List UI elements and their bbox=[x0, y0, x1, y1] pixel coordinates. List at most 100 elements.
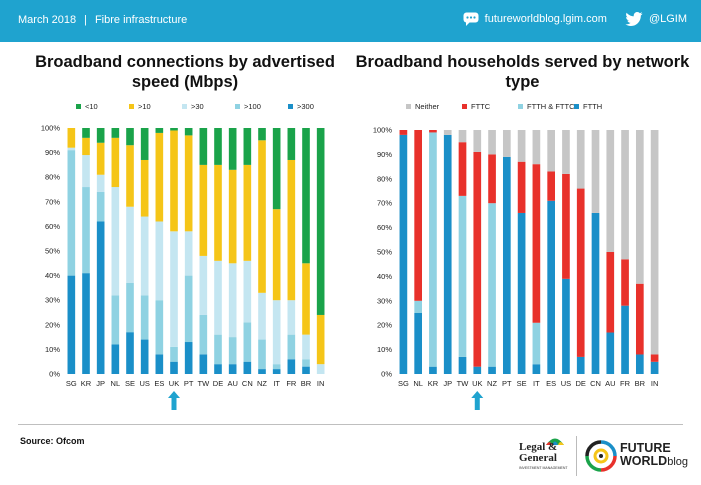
future-world-logo-icon bbox=[585, 440, 617, 472]
x-tick-label: PT bbox=[184, 379, 194, 388]
bar-au-over-30 bbox=[228, 263, 237, 338]
y-tick-label: 40% bbox=[45, 271, 60, 280]
bar-us-over-300 bbox=[140, 339, 149, 374]
bar-cn-ftth bbox=[591, 212, 600, 374]
bar-de-neither bbox=[576, 130, 585, 189]
legend-swatch-over-30 bbox=[182, 104, 187, 109]
bar-uk-over-100 bbox=[170, 346, 178, 362]
bar-de-over-100 bbox=[214, 334, 222, 365]
bar-pt-neither bbox=[502, 130, 511, 157]
bar-kr-fttc bbox=[429, 130, 437, 133]
twitter-handle[interactable]: @LGIM bbox=[648, 13, 687, 25]
y-tick-label: 20% bbox=[45, 320, 60, 329]
y-tick-label: 50% bbox=[377, 248, 392, 257]
x-tick-label: TW bbox=[457, 379, 470, 388]
bar-br-neither bbox=[635, 130, 644, 284]
bar-us-neither bbox=[562, 130, 570, 174]
left-chart-title: Broadband connections by advertised spee… bbox=[35, 53, 335, 91]
bars bbox=[67, 128, 325, 374]
bar-se-under-10 bbox=[126, 128, 134, 146]
highlight-arrow-icon bbox=[471, 391, 484, 410]
bar-sg-over-100 bbox=[67, 150, 76, 276]
bars bbox=[399, 130, 659, 374]
x-tick-label: NZ bbox=[487, 379, 497, 388]
bar-in-under-10 bbox=[316, 128, 325, 315]
legend-label-fttc: FTTC bbox=[471, 102, 491, 111]
x-tick-label: UK bbox=[169, 379, 179, 388]
x-tick-label: SG bbox=[66, 379, 77, 388]
bar-it-over-10 bbox=[272, 209, 281, 301]
x-tick-label: NL bbox=[111, 379, 121, 388]
bar-uk-over-30 bbox=[170, 231, 178, 347]
bar-nz-ftth bbox=[488, 366, 496, 374]
website-link[interactable]: futureworldblog.lgim.com bbox=[484, 13, 607, 25]
bar-cn-over-10 bbox=[243, 164, 252, 261]
bar-br-ftth bbox=[635, 354, 644, 374]
x-tick-label: IN bbox=[317, 379, 325, 388]
legend-swatch-neither bbox=[406, 104, 411, 109]
bar-uk-over-10 bbox=[170, 130, 178, 232]
bar-es-over-10 bbox=[155, 132, 164, 222]
bar-tw-ftth bbox=[458, 356, 467, 374]
bar-nz-over-100 bbox=[258, 339, 266, 370]
bar-in-neither bbox=[650, 130, 659, 355]
bar-kr-under-10 bbox=[82, 128, 90, 138]
bar-cn-neither bbox=[591, 130, 600, 213]
bar-au-ftth bbox=[606, 332, 615, 374]
x-tick-label: PT bbox=[502, 379, 512, 388]
bar-tw-over-10 bbox=[199, 164, 208, 256]
x-tick-label: BR bbox=[301, 379, 312, 388]
source-note: Source: Ofcom bbox=[20, 436, 85, 446]
bar-pt-ftth bbox=[502, 156, 511, 374]
bar-tw-under-10 bbox=[199, 128, 208, 165]
bar-us-fttc bbox=[562, 173, 570, 279]
x-tick-label: NL bbox=[413, 379, 423, 388]
y-tick-label: 20% bbox=[377, 321, 392, 330]
bar-fr-over-10 bbox=[287, 159, 296, 301]
legend-label-over-100: >100 bbox=[244, 102, 261, 111]
x-tick-label: IN bbox=[651, 379, 659, 388]
bar-br-over-30 bbox=[302, 334, 310, 360]
y-tick-label: 90% bbox=[377, 150, 392, 159]
bar-it-over-100 bbox=[272, 364, 281, 370]
x-tick-label: DE bbox=[213, 379, 223, 388]
bar-fr-under-10 bbox=[287, 128, 296, 160]
bar-nl-ftth bbox=[414, 313, 422, 374]
bar-es-over-30 bbox=[155, 221, 164, 301]
bar-in-ftth bbox=[650, 361, 659, 374]
bar-tw-ftth-and-fttc bbox=[458, 195, 467, 357]
legend-label-neither: Neither bbox=[415, 102, 440, 111]
bar-de-fttc bbox=[576, 188, 585, 357]
bar-au-over-10 bbox=[228, 169, 237, 264]
legend-label-over-10: >10 bbox=[138, 102, 151, 111]
x-tick-label: NZ bbox=[257, 379, 267, 388]
bar-jp-over-30 bbox=[96, 174, 105, 192]
bar-au-over-300 bbox=[228, 364, 237, 374]
bar-nz-neither bbox=[488, 130, 496, 155]
bar-sg-ftth bbox=[399, 134, 408, 374]
bar-nl-over-30 bbox=[111, 187, 120, 296]
bar-au-over-100 bbox=[228, 337, 237, 365]
bar-cn-over-300 bbox=[243, 361, 252, 374]
y-axis: 0% 10% 20% 30% 40% 50% 60% 70% 80% 90% 100% bbox=[41, 124, 61, 379]
bar-us-over-30 bbox=[140, 216, 149, 296]
bar-it-under-10 bbox=[272, 128, 281, 210]
bar-kr-over-30 bbox=[82, 155, 90, 188]
bar-nz-over-300 bbox=[258, 369, 266, 374]
y-tick-label: 10% bbox=[377, 345, 392, 354]
header-left: March 2018 | Fibre infrastructure bbox=[18, 14, 187, 26]
bar-de-over-300 bbox=[214, 364, 222, 374]
speed-chart: <10 >10 >30 >100 >300 0% 10% 20% 30% 40% 50% 60% 70%… bbox=[41, 102, 325, 410]
bar-us-over-100 bbox=[140, 295, 149, 340]
legend-label-over-30: >30 bbox=[191, 102, 204, 111]
x-tick-label: AU bbox=[227, 379, 237, 388]
x-tick-label: US bbox=[561, 379, 571, 388]
bar-nz-ftth-and-fttc bbox=[488, 203, 496, 367]
bar-nl-over-10 bbox=[111, 137, 120, 188]
y-tick-label: 90% bbox=[45, 148, 60, 157]
bar-jp-ftth bbox=[443, 134, 452, 374]
header-separator: | bbox=[84, 14, 87, 26]
bar-se-neither bbox=[517, 130, 526, 162]
legend-label-over-300: >300 bbox=[297, 102, 314, 111]
bar-jp-over-10 bbox=[96, 142, 105, 175]
